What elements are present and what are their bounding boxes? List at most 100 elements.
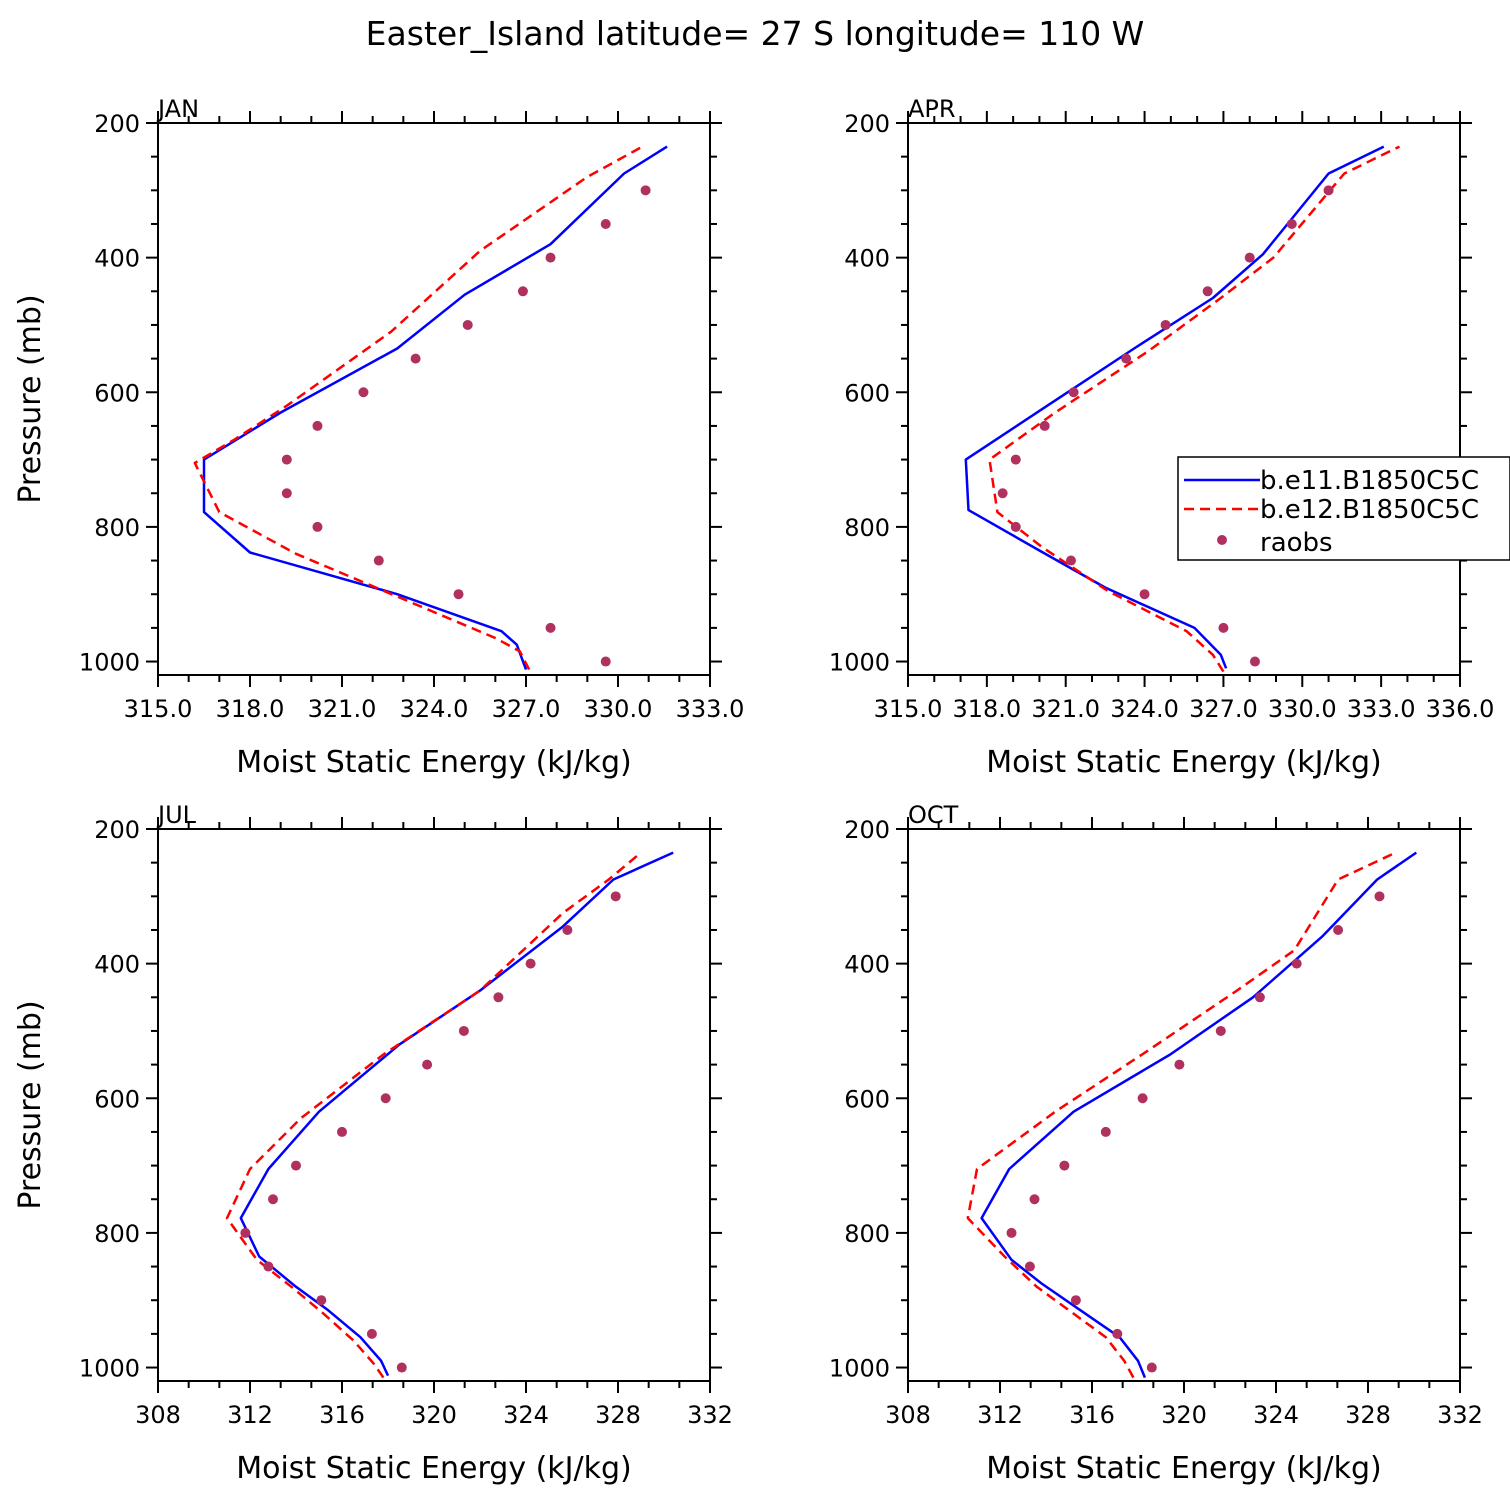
- x-tick-label: 332: [687, 1401, 733, 1429]
- raobs-point: [316, 1295, 327, 1306]
- series-line-b-e12-b1850c5c: [988, 145, 1401, 673]
- x-tick-label: 324.0: [400, 695, 469, 723]
- y-tick-label: 200: [844, 816, 890, 844]
- series-line-b-e12-b1850c5c: [225, 851, 642, 1379]
- x-tick-label: 320: [1161, 1401, 1207, 1429]
- raobs-point: [1202, 286, 1213, 297]
- raobs-point: [1146, 1362, 1157, 1373]
- raobs-point: [600, 656, 611, 667]
- raobs-point: [1254, 992, 1265, 1003]
- raobs-point: [358, 387, 369, 398]
- raobs-point: [453, 589, 464, 600]
- raobs-point: [396, 1362, 407, 1373]
- x-tick-label: 316: [319, 1401, 365, 1429]
- raobs-point: [1286, 218, 1297, 229]
- raobs-point: [458, 1025, 469, 1036]
- raobs-point: [1215, 1025, 1226, 1036]
- y-tick-label: 200: [94, 816, 140, 844]
- series-group: [966, 851, 1418, 1379]
- x-axis-label: Moist Static Energy (kJ/kg): [986, 745, 1382, 780]
- raobs-point: [493, 992, 504, 1003]
- x-tick-label: 336.0: [1426, 695, 1495, 723]
- raobs-point: [462, 319, 473, 330]
- x-tick-label: 324: [503, 1401, 549, 1429]
- x-tick-label: 320: [411, 1401, 457, 1429]
- raobs-point: [337, 1126, 347, 1137]
- raobs-point: [1024, 1261, 1035, 1272]
- raobs-point: [610, 891, 621, 902]
- x-axis-label: Moist Static Energy (kJ/kg): [236, 1451, 632, 1486]
- y-tick-label: 600: [94, 1085, 140, 1113]
- raobs-point: [1065, 555, 1076, 566]
- y-axis-label: Pressure (mb): [13, 1000, 48, 1209]
- panel-title: APR: [908, 95, 956, 123]
- raobs-point: [1059, 1160, 1070, 1171]
- x-tick-label: 333.0: [676, 695, 745, 723]
- panels: JAN 315.0 318.0 321.0 324.0 327.0 330.0 333.0 20…: [13, 95, 1510, 1486]
- x-tick-label: 318.0: [216, 695, 285, 723]
- y-tick-label: 600: [94, 379, 140, 407]
- raobs-point: [281, 488, 292, 499]
- y-tick-label: 1000: [829, 1355, 890, 1383]
- legend-label: raobs: [1260, 528, 1333, 558]
- raobs-point: [1006, 1227, 1017, 1238]
- raobs-point: [562, 924, 573, 935]
- panel-title: JUL: [156, 801, 197, 829]
- y-tick-label: 600: [844, 1085, 890, 1113]
- x-tick-label: 327.0: [492, 695, 561, 723]
- raobs-point: [545, 622, 556, 633]
- legend-label: b.e11.B1850C5C: [1260, 466, 1479, 496]
- legend-label: b.e12.B1850C5C: [1260, 495, 1479, 525]
- raobs-point: [380, 1093, 391, 1104]
- y-axis-label: Pressure (mb): [13, 294, 48, 503]
- series-line-b-e11-b1850c5c: [964, 145, 1385, 669]
- raobs-point: [1121, 353, 1132, 364]
- raobs-point: [1333, 924, 1344, 935]
- y-tick-label: 200: [844, 110, 890, 138]
- x-tick-label: 315.0: [124, 695, 193, 723]
- x-tick-label: 312: [977, 1401, 1023, 1429]
- raobs-point: [366, 1328, 377, 1339]
- series-line-b-e12-b1850c5c: [193, 145, 644, 671]
- legend-marker-raobs: [1217, 535, 1227, 545]
- x-tick-label: 330.0: [584, 695, 653, 723]
- y-tick-label: 400: [844, 245, 890, 273]
- x-tick-label: 324.0: [1110, 695, 1179, 723]
- raobs-point: [1244, 252, 1255, 263]
- series-group: [225, 851, 674, 1379]
- raobs-point: [1112, 1328, 1123, 1339]
- raobs-point: [600, 218, 611, 229]
- series-line-b-e12-b1850c5c: [966, 851, 1397, 1379]
- raobs-point: [1218, 622, 1229, 633]
- raobs-point: [1070, 1295, 1081, 1306]
- panel-apr: APR 315.0 318.0 321.0 324.0 327.0 330.0 333.0 33…: [829, 95, 1494, 780]
- x-tick-label: 312: [227, 1401, 273, 1429]
- raobs-point: [1139, 589, 1150, 600]
- x-tick-label: 328: [595, 1401, 641, 1429]
- y-tick-label: 600: [844, 379, 890, 407]
- raobs-point: [1174, 1059, 1185, 1070]
- raobs-point: [640, 185, 651, 196]
- raobs-point: [1010, 521, 1021, 532]
- x-tick-label: 321.0: [308, 695, 377, 723]
- raobs-point: [1010, 454, 1021, 465]
- x-tick-label: 308: [885, 1401, 931, 1429]
- raobs-point: [1374, 891, 1385, 902]
- panel-jul: JUL 308 312 316 320 324 328 332 200 400 600 800 1000…: [13, 801, 733, 1486]
- y-tick-label: 200: [94, 110, 140, 138]
- raobs-point: [312, 521, 323, 532]
- raobs-point: [1323, 185, 1334, 196]
- raobs-point: [268, 1194, 278, 1205]
- series-line-b-e11-b1850c5c: [239, 851, 674, 1377]
- raobs-point: [997, 488, 1008, 499]
- y-tick-label: 400: [94, 245, 140, 273]
- x-tick-label: 328: [1345, 1401, 1391, 1429]
- raobs-point: [410, 353, 421, 364]
- y-tick-label: 400: [844, 951, 890, 979]
- raobs-point: [281, 454, 292, 465]
- raobs-point: [1029, 1194, 1040, 1205]
- x-axis-label: Moist Static Energy (kJ/kg): [986, 1451, 1382, 1486]
